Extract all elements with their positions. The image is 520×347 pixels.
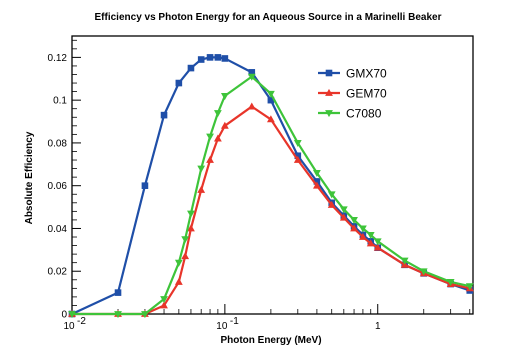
data-point bbox=[267, 96, 275, 104]
legend-item: C7080 bbox=[318, 107, 382, 121]
y-tick-label: 0.06 bbox=[48, 181, 68, 192]
chart-title: Efficiency vs Photon Energy for an Aqueo… bbox=[95, 12, 442, 23]
x-tick-label: 10 bbox=[216, 321, 228, 332]
x-tick-exponent: -2 bbox=[77, 316, 86, 327]
data-point bbox=[220, 121, 229, 129]
data-point bbox=[197, 165, 206, 173]
data-point bbox=[400, 257, 409, 265]
data-point bbox=[206, 133, 214, 141]
series-c7080 bbox=[68, 73, 474, 319]
data-point bbox=[141, 182, 149, 189]
data-point bbox=[266, 90, 275, 98]
data-point bbox=[366, 239, 375, 247]
data-point bbox=[187, 210, 195, 218]
data-point bbox=[221, 55, 229, 62]
data-point bbox=[181, 252, 190, 260]
data-point bbox=[114, 289, 122, 296]
data-point bbox=[181, 236, 190, 244]
data-point bbox=[187, 64, 195, 72]
y-tick-label: 0.04 bbox=[48, 224, 68, 235]
data-point bbox=[373, 238, 382, 246]
data-point bbox=[160, 111, 168, 119]
data-point bbox=[312, 181, 321, 189]
legend-marker bbox=[325, 110, 333, 118]
data-point bbox=[160, 301, 168, 309]
legend-item: GEM70 bbox=[318, 87, 387, 101]
y-tick-label: 0.1 bbox=[53, 96, 67, 107]
data-point bbox=[293, 140, 302, 148]
legend-label: GEM70 bbox=[346, 87, 387, 101]
data-point bbox=[327, 200, 336, 208]
x-tick-label: 10 bbox=[63, 321, 75, 332]
legend-marker bbox=[325, 69, 333, 77]
y-axis-ticks: 0 0.02 0.04 0.06 0.08 0.1 0.12 bbox=[48, 39, 81, 321]
data-point bbox=[294, 152, 302, 160]
y-tick-label: 0 bbox=[61, 310, 67, 321]
data-point bbox=[312, 169, 321, 177]
data-point bbox=[206, 54, 214, 61]
data-point bbox=[213, 110, 222, 118]
legend-label: GMX70 bbox=[346, 67, 387, 81]
x-axis-label: Photon Energy (MeV) bbox=[220, 335, 321, 346]
data-point bbox=[68, 311, 76, 319]
x-axis-ticks: 10 -2 10 -1 1 bbox=[63, 304, 471, 332]
data-point bbox=[339, 206, 348, 214]
x-tick-label: 1 bbox=[375, 321, 381, 332]
data-point bbox=[220, 92, 229, 100]
data-point bbox=[373, 243, 382, 251]
data-point bbox=[213, 134, 222, 142]
y-tick-label: 0.02 bbox=[48, 267, 68, 278]
data-point bbox=[339, 213, 348, 221]
data-point bbox=[350, 217, 358, 225]
data-point bbox=[206, 155, 214, 163]
data-point bbox=[446, 279, 455, 287]
y-tick-label: 0.08 bbox=[48, 138, 68, 149]
data-point bbox=[141, 311, 149, 319]
data-point bbox=[350, 224, 358, 232]
data-point bbox=[114, 311, 122, 319]
data-point bbox=[214, 54, 222, 61]
series-layer bbox=[68, 54, 474, 319]
data-point bbox=[359, 232, 367, 240]
data-point bbox=[187, 224, 195, 232]
legend-label: C7080 bbox=[346, 107, 382, 121]
data-point bbox=[174, 277, 183, 285]
data-point bbox=[248, 69, 256, 76]
data-point bbox=[160, 296, 168, 304]
data-point bbox=[313, 178, 321, 185]
legend-item: GMX70 bbox=[318, 67, 387, 81]
data-point bbox=[197, 56, 205, 63]
y-tick-label: 0.12 bbox=[48, 53, 68, 64]
data-point bbox=[266, 115, 275, 123]
data-point bbox=[465, 283, 474, 291]
legend-marker bbox=[325, 88, 333, 96]
plot-frame bbox=[71, 35, 474, 315]
data-point bbox=[247, 102, 256, 110]
legend: GMX70 GEM70 C7080 bbox=[318, 67, 387, 121]
data-point bbox=[327, 191, 336, 199]
data-point bbox=[359, 225, 367, 233]
data-point bbox=[419, 268, 428, 276]
data-point bbox=[247, 73, 256, 81]
data-point bbox=[293, 155, 302, 163]
x-tick-exponent: -1 bbox=[230, 316, 239, 327]
data-point bbox=[366, 231, 375, 239]
data-point bbox=[175, 79, 183, 87]
y-axis-label: Absolute Efficiency bbox=[24, 131, 35, 224]
data-point bbox=[197, 185, 206, 193]
data-point bbox=[174, 259, 183, 267]
series-gem70 bbox=[68, 102, 474, 317]
